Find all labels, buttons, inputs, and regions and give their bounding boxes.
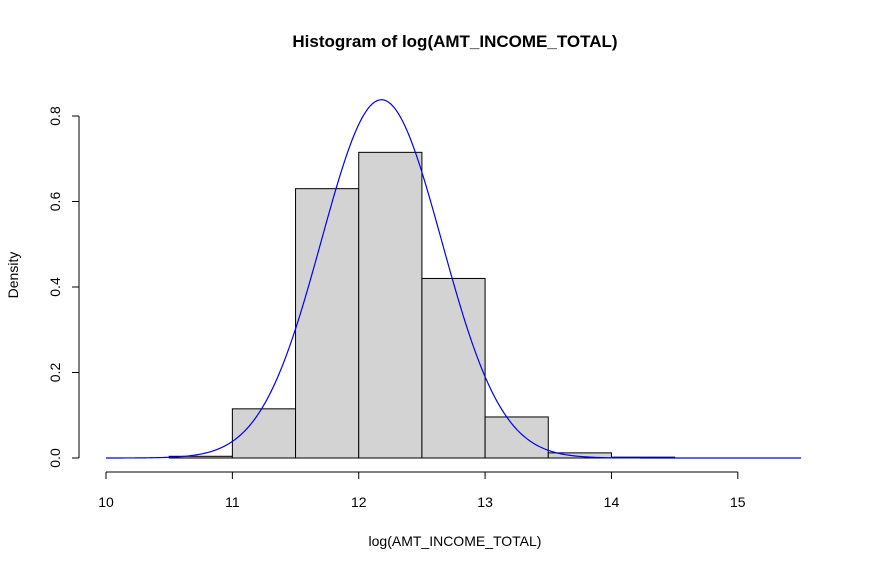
x-tick-label-14: 14: [604, 494, 620, 510]
x-tick-label-12: 12: [351, 494, 367, 510]
y-axis-label: Density: [5, 252, 21, 299]
histogram-bar-5: [421, 277, 486, 459]
x-axis-label: log(AMT_INCOME_TOTAL): [369, 533, 542, 549]
histogram-bar-6: [484, 416, 549, 459]
x-tick-label-10: 10: [98, 494, 114, 510]
y-tick-label-0.4: 0.4: [47, 277, 63, 297]
x-tick-label-13: 13: [477, 494, 493, 510]
chart-title: Histogram of log(AMT_INCOME_TOTAL): [292, 32, 617, 51]
x-tick-label-15: 15: [730, 494, 746, 510]
histogram-bar-7: [547, 452, 612, 459]
y-tick-label-0.6: 0.6: [47, 192, 63, 212]
density-curve: [106, 99, 801, 459]
x-axis: 10 11 12 13 14 15: [98, 471, 746, 510]
y-tick-label-0.0: 0.0: [47, 448, 63, 468]
y-tick-label-0.8: 0.8: [47, 106, 63, 126]
y-tick-label-0.2: 0.2: [47, 363, 63, 383]
histogram-bar-4: [358, 151, 423, 459]
histogram-bars: [168, 151, 676, 459]
y-axis: 0.0 0.2 0.4 0.6 0.8: [47, 106, 80, 468]
x-tick-label-11: 11: [225, 494, 240, 510]
histogram-bar-3: [295, 188, 360, 459]
